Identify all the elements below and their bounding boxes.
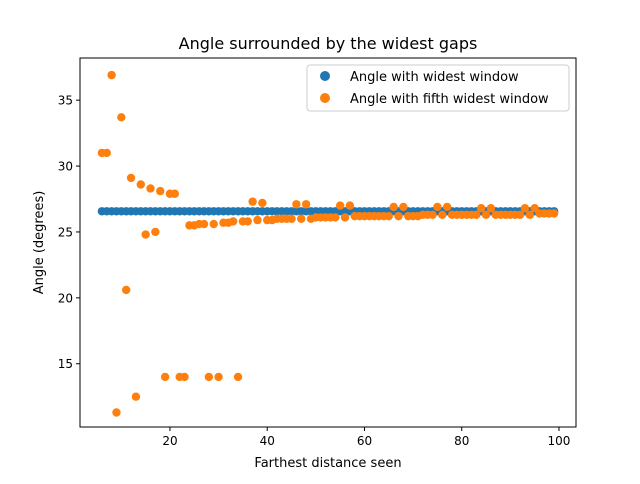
series-2-point (394, 211, 403, 221)
series-2-point (399, 202, 408, 212)
series-2-point (549, 209, 559, 218)
series-2-point (141, 230, 150, 239)
series-2-point (117, 113, 126, 122)
series-2-point (442, 202, 452, 212)
series-2-point (199, 219, 209, 229)
series-2-point (146, 184, 155, 193)
y-axis-label: Angle (degrees) (32, 191, 47, 295)
plot-area (97, 70, 559, 417)
series-2-point (156, 186, 165, 196)
legend: Angle with widest window Angle with fift… (306, 64, 570, 112)
series-2-point (228, 217, 238, 226)
x-tick-label: 20 (162, 434, 177, 448)
series-2-point (345, 201, 355, 210)
series-2-point (160, 372, 170, 382)
x-tick-label: 40 (260, 434, 275, 448)
series-2-point (131, 392, 141, 401)
series-2-point (107, 70, 116, 80)
chart-title: Angle surrounded by the widest gaps (179, 34, 478, 53)
legend-marker-series-1 (320, 71, 330, 81)
series-2-point (428, 210, 437, 220)
x-axis-label: Farthest distance seen (254, 456, 401, 471)
series-2-point (151, 227, 160, 237)
series-2-point (292, 200, 301, 209)
legend-frame (306, 64, 570, 112)
series-2-point (170, 189, 180, 198)
series-2 (97, 70, 559, 417)
series-2-point (331, 213, 340, 222)
series-2-point (102, 148, 111, 158)
y-tick-label: 35 (58, 94, 73, 108)
legend-label-series-2: Angle with fifth widest window (350, 92, 549, 107)
series-2-point (525, 210, 534, 220)
series-2-point (112, 408, 121, 417)
series-2-point (253, 215, 262, 225)
series-2-point (136, 180, 145, 189)
series-2-point (433, 202, 442, 212)
series-2-point (122, 285, 131, 295)
x-tick-label: 100 (548, 434, 571, 448)
y-tick-label: 30 (58, 160, 73, 174)
series-2-point (233, 372, 243, 382)
series-2-point (530, 204, 539, 213)
y-tick-label: 20 (58, 291, 73, 305)
series-2-point (287, 214, 296, 223)
series-2-point (472, 210, 481, 220)
series-2-point (243, 217, 252, 226)
series-2-point (389, 202, 398, 212)
series-2-point (248, 197, 257, 206)
x-axis: 20 40 60 80 100 (162, 427, 570, 448)
series-2-point (476, 204, 486, 213)
series-2-point (438, 210, 447, 220)
series-2-point (340, 213, 350, 222)
series-2-point (301, 200, 311, 209)
y-tick-label: 15 (58, 357, 73, 371)
series-2-point (204, 372, 214, 382)
x-tick-label: 80 (454, 434, 469, 448)
series-2-point (486, 204, 496, 213)
series-2-point (258, 198, 267, 208)
axes-frame (79, 57, 577, 428)
series-2-point (481, 210, 491, 220)
legend-marker-series-2 (320, 93, 330, 103)
series-2-point (384, 211, 393, 221)
y-tick-label: 25 (58, 225, 73, 239)
series-2-point (209, 219, 218, 229)
series-2-point (335, 201, 345, 210)
series-2-point (180, 372, 189, 382)
series-2-point (520, 204, 530, 213)
series-2-point (297, 214, 306, 223)
series-2-point (515, 210, 525, 220)
legend-label-series-1: Angle with widest window (350, 70, 519, 85)
x-tick-label: 60 (357, 434, 372, 448)
series-2-point (214, 372, 223, 382)
series-2-point (126, 173, 136, 183)
y-axis: 15 20 25 30 35 (58, 94, 80, 371)
